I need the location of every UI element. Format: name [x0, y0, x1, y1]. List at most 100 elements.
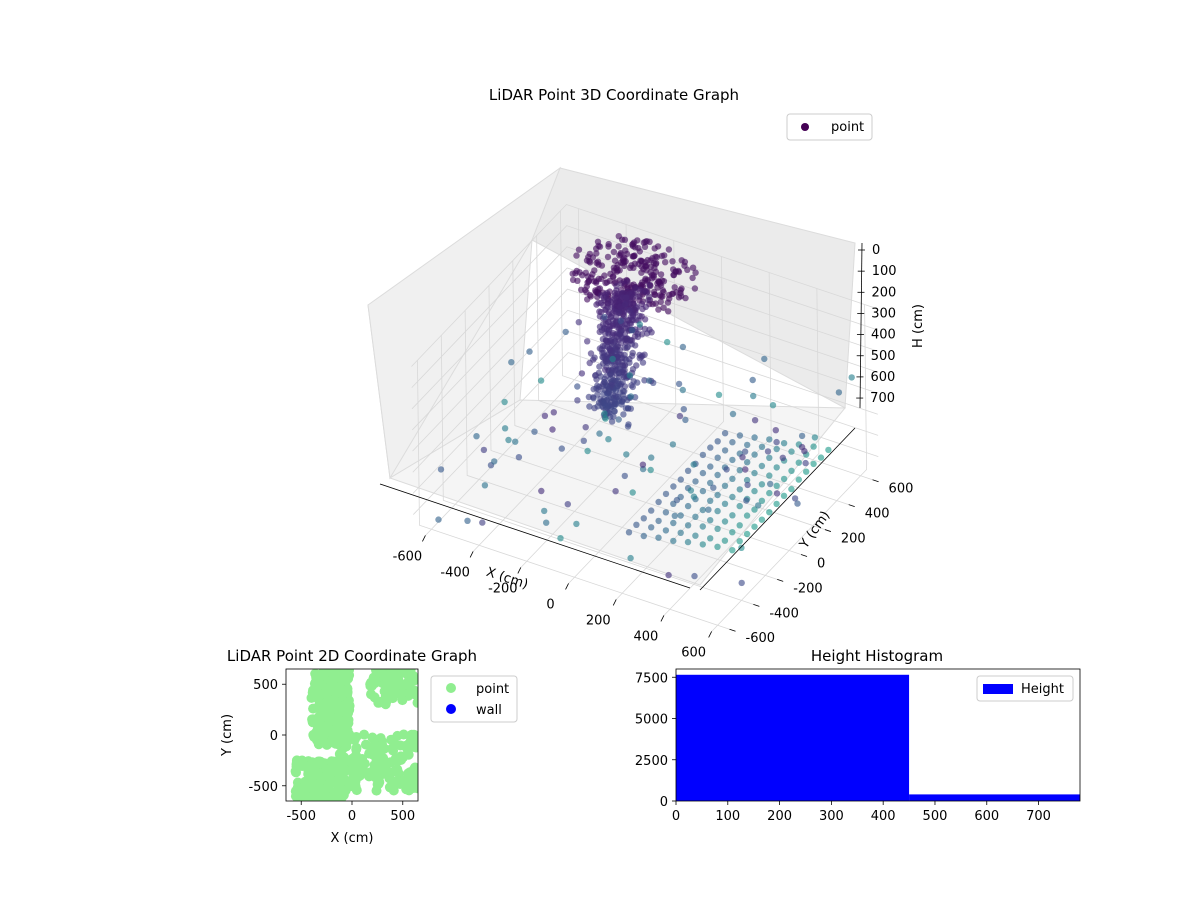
- point-3d: [512, 438, 519, 445]
- x-tick-label-hist: 700: [1026, 809, 1051, 824]
- point-3d: [582, 269, 589, 276]
- point-3d: [660, 304, 667, 311]
- point-3d: [662, 509, 670, 516]
- point-3d: [602, 415, 609, 422]
- point-3d: [699, 523, 706, 530]
- point-3d: [794, 500, 801, 507]
- x-tick-label-3d: 200: [586, 613, 611, 628]
- x-tick-label-2d: 500: [390, 809, 415, 824]
- z-tick-label-3d: 100: [872, 264, 897, 279]
- x-tick-label-hist: 0: [672, 809, 680, 824]
- point-2d: [369, 734, 379, 745]
- grid-line-y: [417, 360, 730, 630]
- point-3d: [639, 461, 647, 468]
- point-3d: [575, 246, 583, 253]
- point-3d: [670, 483, 677, 490]
- point-2d: [329, 737, 340, 748]
- point-3d: [721, 537, 729, 544]
- point-3d: [654, 243, 662, 250]
- x-tick-label-2d: 0: [348, 809, 356, 824]
- point-3d: [606, 409, 613, 416]
- point-3d: [645, 297, 652, 304]
- point-3d: [743, 476, 751, 484]
- point-3d: [651, 264, 658, 272]
- point-3d: [601, 272, 608, 279]
- point-2d: [402, 776, 413, 786]
- point-3d: [621, 254, 628, 261]
- point-3d: [755, 502, 762, 509]
- point-3d: [714, 454, 721, 461]
- point-2d: [405, 669, 416, 675]
- point-3d: [584, 447, 591, 455]
- point-3d: [744, 441, 751, 449]
- y-tick-mark-3d: [824, 529, 832, 532]
- grid-line-h: [412, 288, 878, 452]
- point-3d: [801, 447, 808, 455]
- point-2d: [384, 782, 395, 793]
- point-3d: [691, 285, 699, 292]
- legend-hist-frame: [976, 675, 1074, 702]
- point-3d: [655, 534, 662, 541]
- point-3d: [764, 448, 772, 455]
- x-tick-label-hist: 200: [767, 809, 792, 824]
- point-3d: [626, 307, 633, 314]
- legend-3d-marker: [801, 123, 809, 131]
- point-3d: [652, 253, 659, 260]
- point-3d: [676, 412, 684, 420]
- point-3d: [575, 319, 582, 326]
- point-3d: [634, 379, 641, 386]
- point-3d: [803, 468, 810, 475]
- legend-2d-marker-point: [446, 683, 456, 693]
- point-3d: [612, 377, 619, 384]
- point-3d: [596, 328, 603, 336]
- point-3d: [632, 342, 639, 349]
- point-3d: [647, 466, 654, 474]
- point-3d: [639, 305, 646, 313]
- point-2d: [374, 697, 384, 708]
- point-3d: [692, 269, 699, 276]
- x-tick-mark-3d: [612, 599, 617, 606]
- points-3d: [435, 233, 855, 587]
- y-tick-label-3d: 200: [841, 532, 866, 547]
- point-2d: [364, 771, 375, 782]
- point-3d: [605, 436, 612, 443]
- point-3d: [508, 359, 515, 366]
- point-3d: [729, 456, 736, 464]
- point-2d: [315, 679, 326, 690]
- point-3d: [743, 530, 751, 538]
- point-3d: [758, 481, 766, 488]
- point-3d: [665, 571, 672, 579]
- point-3d: [617, 317, 624, 325]
- grid-line-h: [411, 225, 877, 388]
- point-3d: [655, 517, 662, 525]
- point-2d: [328, 674, 339, 684]
- point-3d: [675, 267, 682, 275]
- point-3d: [625, 529, 633, 536]
- y-tick-mark-3d: [848, 504, 855, 508]
- point-3d: [669, 441, 677, 448]
- point-3d: [798, 432, 806, 440]
- point-3d: [669, 258, 676, 265]
- point-3d: [574, 397, 581, 404]
- point-3d: [611, 257, 619, 264]
- point-3d: [664, 299, 672, 306]
- point-3d: [692, 532, 699, 539]
- grid-line-y: [488, 285, 802, 555]
- point-3d: [538, 487, 545, 495]
- x-tick-label-3d: 400: [634, 629, 659, 644]
- point-3d: [682, 416, 689, 424]
- point-2d: [412, 697, 418, 708]
- point-3d: [435, 516, 442, 523]
- z-tick-label-3d: 500: [871, 349, 896, 364]
- chart-3d: -600 -400 -200 0 200 400 600 -600 -400 -200 0 200 4…: [367, 86, 926, 660]
- y-tick-mark-3d: [872, 479, 879, 483]
- point-3d: [601, 324, 608, 332]
- y-tick-mark-3d: [800, 554, 808, 557]
- point-3d: [574, 277, 581, 284]
- point-2d: [402, 744, 413, 755]
- y-tick-label-hist: 0: [660, 795, 668, 810]
- x-tick-mark-3d: [469, 551, 474, 558]
- point-3d: [611, 295, 618, 302]
- y-tick-label-2d: -500: [248, 780, 278, 795]
- point-3d: [614, 343, 621, 350]
